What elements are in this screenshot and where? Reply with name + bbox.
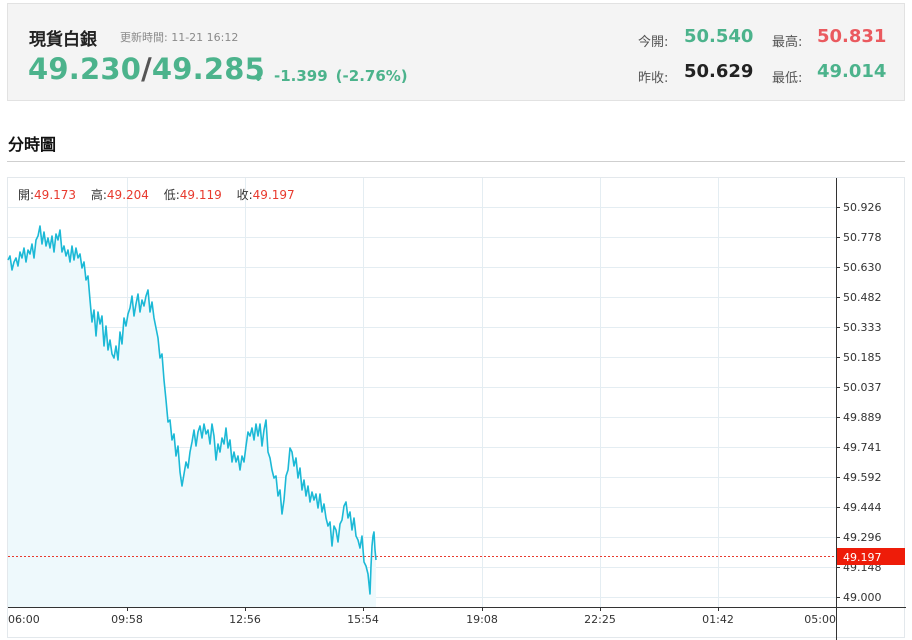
- bid-ask-price: 49.230/49.285: [28, 52, 265, 86]
- update-time: 更新時間: 11-21 16:12: [120, 31, 239, 44]
- y-axis-labels: 50.926 50.778 50.630 50.482 50.333 50.18…: [843, 201, 882, 604]
- y-label: 49.889: [843, 411, 882, 424]
- section-title: 分時圖: [8, 135, 57, 154]
- x-axis-labels: 06:00 09:58 12:56 15:54 19:08 22:25 01:4…: [8, 613, 836, 626]
- quote-header: 現貨白銀 更新時間: 11-21 16:12 49.230/49.285 ↓ -…: [7, 3, 905, 101]
- section-divider: [7, 161, 905, 162]
- y-label: 50.482: [843, 291, 882, 304]
- y-ticks: [836, 207, 840, 598]
- x-label: 09:58: [111, 613, 143, 626]
- price-area-fill: [8, 226, 376, 607]
- y-label: 49.592: [843, 471, 882, 484]
- y-label: 50.630: [843, 261, 882, 274]
- ohlc-open-value: 49.173: [34, 188, 77, 202]
- open-value: 50.540: [684, 26, 754, 47]
- prev-close-value: 50.629: [684, 61, 754, 82]
- high-value: 50.831: [817, 26, 887, 47]
- ohlc-open-label: 開:: [18, 188, 35, 202]
- ask-price: 49.285: [151, 52, 266, 86]
- y-label: 50.333: [843, 321, 882, 334]
- bid-price: 49.230: [28, 52, 142, 86]
- arrow-down-icon: ↓: [252, 67, 265, 85]
- prev-close-label: 昨收:: [638, 71, 669, 86]
- ohlc-low-value: 49.119: [179, 188, 222, 202]
- ohlc-legend: 開:49.173 高:49.204 低:49.119 收:49.197: [18, 186, 306, 203]
- current-price-label: 49.197: [843, 551, 882, 564]
- current-price-tag: [837, 548, 905, 565]
- change-percent: (-2.76%): [335, 67, 408, 85]
- x-label: 15:54: [347, 613, 379, 626]
- x-ticks: [127, 607, 719, 611]
- y-label: 50.037: [843, 381, 882, 394]
- change-value: -1.399: [274, 67, 328, 85]
- ohlc-close-label: 收:: [236, 188, 253, 202]
- high-label: 最高:: [772, 35, 803, 50]
- ohlc-low-label: 低:: [163, 188, 180, 202]
- y-label: 49.000: [843, 591, 882, 604]
- price-separator: /: [141, 52, 152, 86]
- price-line: [7, 225, 377, 595]
- instrument-title: 現貨白銀: [29, 30, 97, 50]
- ohlc-high-label: 高:: [90, 188, 107, 202]
- ohlc-high-value: 49.204: [106, 188, 149, 202]
- low-value: 49.014: [817, 61, 887, 82]
- low-label: 最低:: [772, 71, 803, 86]
- x-label: 19:08: [466, 613, 498, 626]
- x-label: 22:25: [584, 613, 616, 626]
- y-label: 50.926: [843, 201, 882, 214]
- x-label: 06:00: [8, 613, 40, 626]
- y-label: 50.185: [843, 351, 882, 364]
- x-label: 01:42: [702, 613, 734, 626]
- open-label: 今開:: [638, 35, 669, 50]
- x-label: 05:00: [804, 613, 836, 626]
- ohlc-close-value: 49.197: [252, 188, 295, 202]
- price-change: -1.399 (-2.76%): [274, 67, 408, 85]
- y-label: 49.444: [843, 501, 882, 514]
- y-label: 49.741: [843, 441, 882, 454]
- x-label: 12:56: [229, 613, 261, 626]
- y-label: 49.296: [843, 531, 882, 544]
- y-label: 50.778: [843, 231, 882, 244]
